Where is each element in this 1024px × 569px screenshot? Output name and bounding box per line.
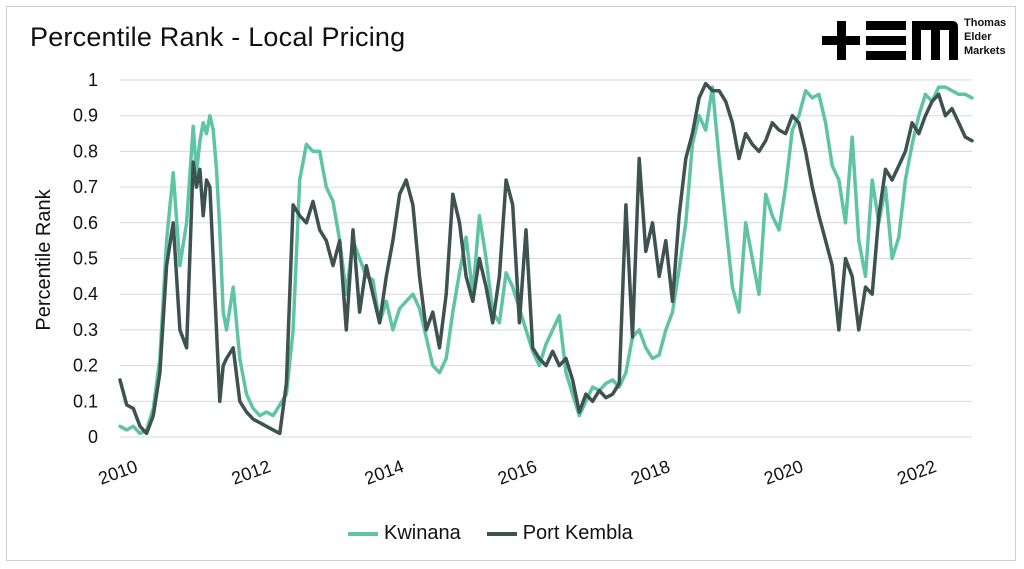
y-tick-label: 0.7 [73,177,98,197]
legend-item-port-kembla: Port Kembla [486,522,633,545]
x-tick-label: 2022 [894,456,938,488]
legend-label-port-kembla: Port Kembla [522,522,633,544]
series-lines [118,81,974,436]
legend-swatch-port-kembla [486,531,517,536]
y-tick-label: 0 [88,427,98,447]
logo-text: Thomas Elder Markets [964,16,1006,58]
x-tick-label: 2020 [761,456,805,488]
y-tick-label: 0.8 [73,141,98,161]
series-line-kwinana [118,85,974,436]
y-tick-label: 0.2 [73,356,98,376]
y-tick-label: 0.4 [73,284,98,304]
y-tick-label: 0.6 [73,213,98,233]
legend-item-kwinana: Kwinana [348,522,461,545]
y-tick-label: 1 [88,70,98,90]
y-axis-ticks: 0 0.1 0.2 0.3 0.4 0.5 0.6 0.7 0.8 0.9 1 [73,70,98,447]
logo-line-1: Thomas [964,17,1007,29]
y-tick-label: 0.5 [73,249,98,269]
logo-line-3: Markets [964,45,1006,57]
logo-mark-icon [822,21,958,60]
legend: Kwinana Port Kembla [348,522,633,545]
y-tick-label: 0.9 [73,106,98,126]
legend-swatch-kwinana [348,531,378,536]
x-axis-ticks: 2010 2012 2014 2016 2018 2020 2022 [96,456,939,488]
legend-label-kwinana: Kwinana [384,522,461,544]
y-tick-label: 0.3 [73,320,98,340]
x-tick-label: 2010 [96,456,140,488]
x-tick-label: 2016 [495,456,539,488]
y-tick-label: 0.1 [73,391,98,411]
x-tick-label: 2012 [229,456,273,488]
chart-title: Percentile Rank - Local Pricing [30,22,406,52]
logo-line-2: Elder [964,31,992,43]
x-tick-label: 2018 [628,456,672,488]
y-axis-label: Percentile Rank [33,188,55,330]
series-line-port-kembla [118,81,974,436]
x-tick-label: 2014 [362,456,406,488]
